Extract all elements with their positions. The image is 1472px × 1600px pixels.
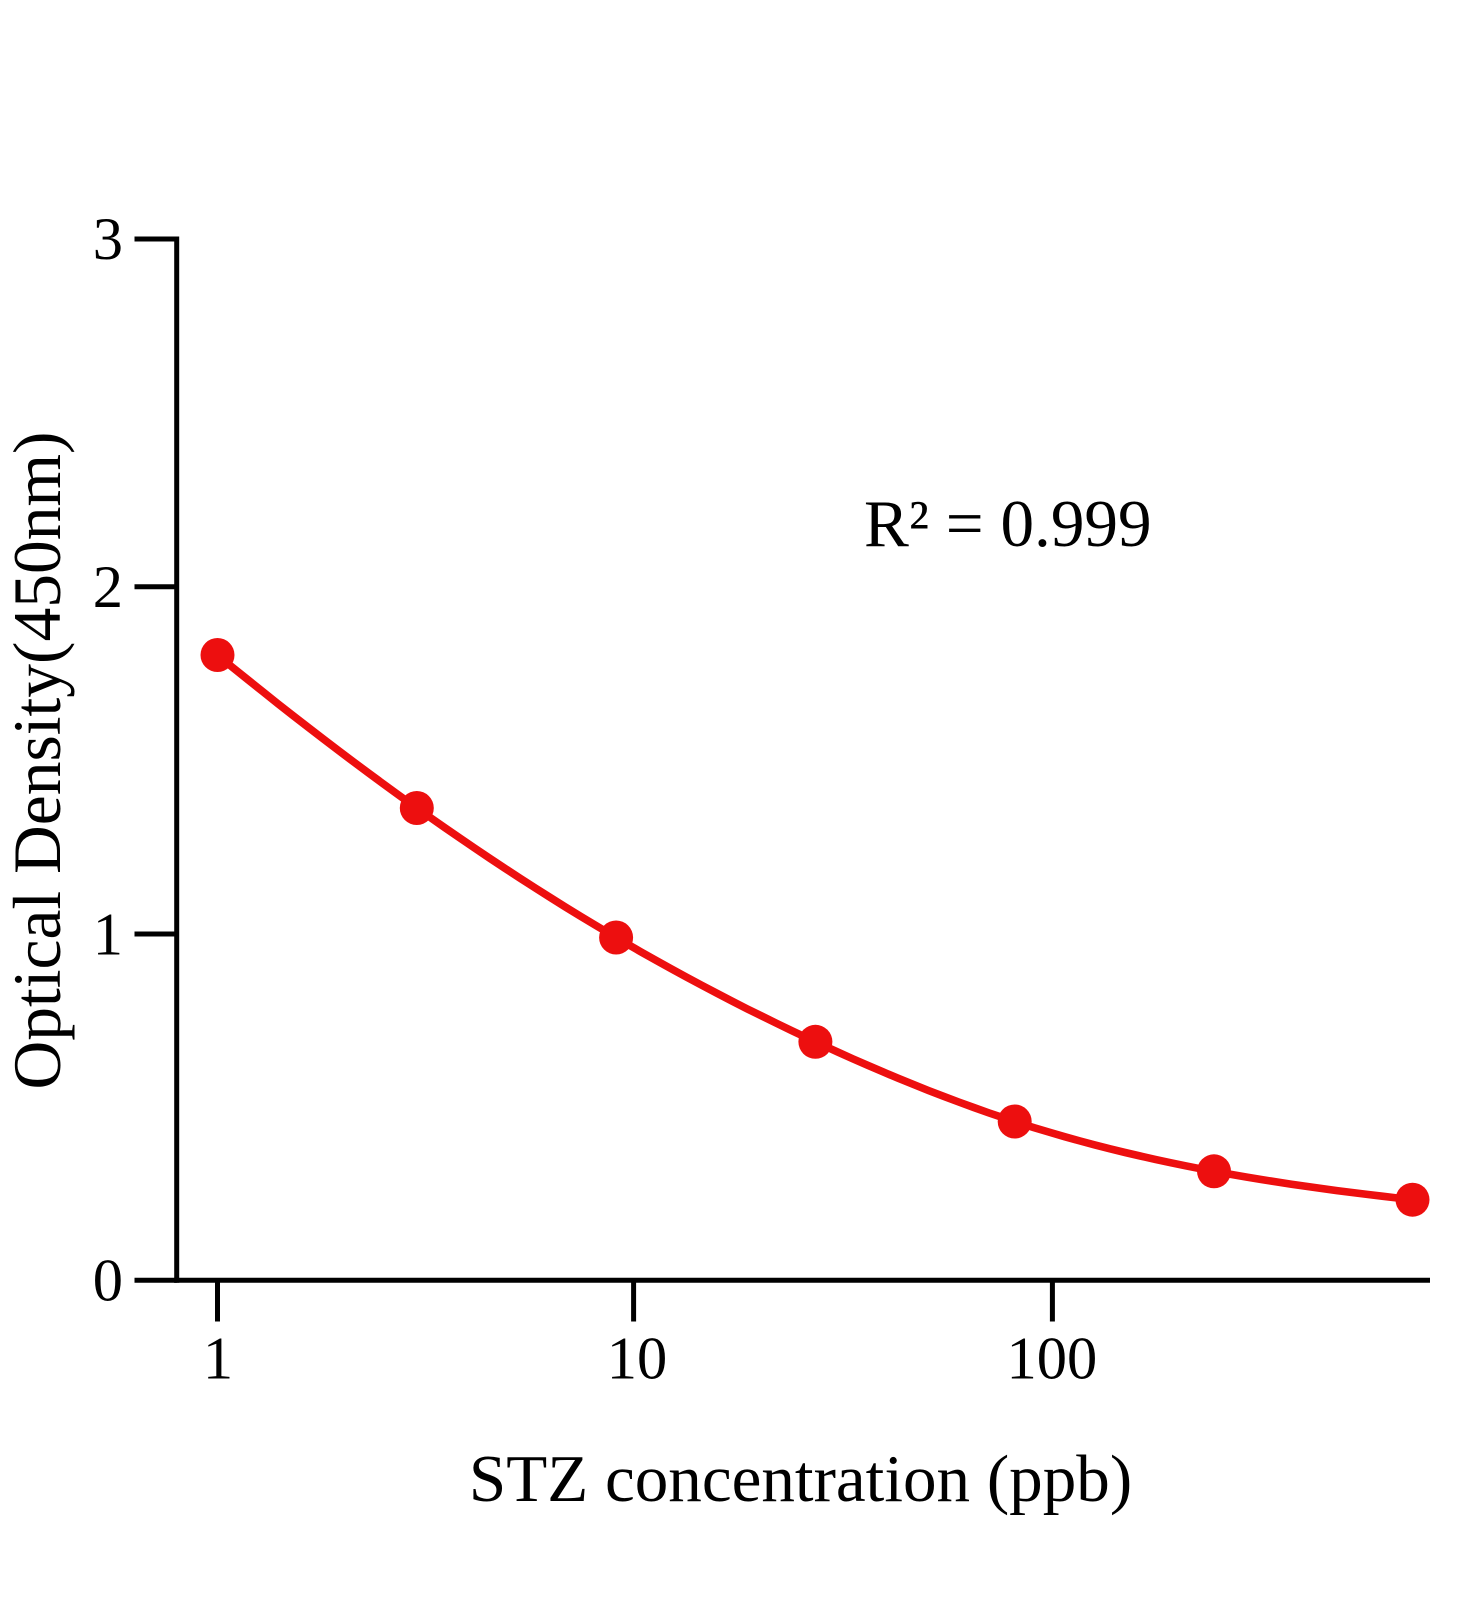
svg-text:0: 0: [93, 1248, 123, 1315]
svg-text:R² = 0.999: R² = 0.999: [864, 486, 1152, 561]
svg-text:3: 3: [93, 206, 123, 273]
svg-text:10: 10: [607, 1325, 668, 1392]
svg-text:2: 2: [93, 554, 123, 621]
svg-text:Optical Density(450nm): Optical Density(450nm): [0, 432, 75, 1090]
svg-text:1: 1: [93, 901, 123, 968]
svg-text:STZ concentration (ppb): STZ concentration (ppb): [469, 1441, 1132, 1516]
svg-text:100: 100: [1007, 1325, 1098, 1392]
svg-text:1: 1: [203, 1325, 233, 1392]
